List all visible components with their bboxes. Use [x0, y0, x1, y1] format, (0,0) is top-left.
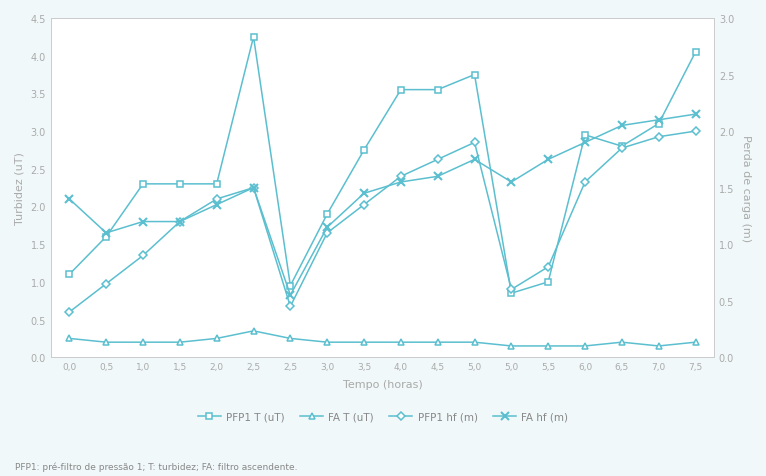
- PFP1 hf (m): [212, 197, 221, 202]
- PFP1 hf (m): [139, 253, 148, 259]
- Line: FA hf (m): FA hf (m): [65, 111, 699, 299]
- FA T (uT): [139, 339, 148, 345]
- PFP1 T (uT): [249, 35, 258, 40]
- FA T (uT): [654, 343, 663, 349]
- FA hf (m): [139, 219, 148, 225]
- Line: PFP1 hf (m): PFP1 hf (m): [67, 129, 699, 315]
- FA T (uT): [470, 339, 479, 345]
- FA hf (m): [507, 180, 516, 186]
- Y-axis label: Turbidez (uT): Turbidez (uT): [15, 152, 25, 225]
- PFP1 T (uT): [322, 212, 332, 218]
- PFP1 T (uT): [286, 283, 295, 289]
- FA T (uT): [433, 339, 442, 345]
- FA T (uT): [359, 339, 368, 345]
- PFP1 T (uT): [212, 182, 221, 188]
- PFP1 T (uT): [175, 182, 185, 188]
- PFP1 T (uT): [433, 88, 442, 93]
- Line: FA T (uT): FA T (uT): [66, 328, 699, 349]
- FA hf (m): [102, 230, 111, 236]
- PFP1 hf (m): [175, 219, 185, 225]
- PFP1 T (uT): [507, 291, 516, 297]
- Text: PFP1: pré-filtro de pressão 1; T: turbidez; FA: filtro ascendente.: PFP1: pré-filtro de pressão 1; T: turbid…: [15, 462, 298, 471]
- FA hf (m): [654, 118, 663, 123]
- FA T (uT): [212, 336, 221, 342]
- FA hf (m): [691, 112, 700, 118]
- FA T (uT): [102, 339, 111, 345]
- PFP1 T (uT): [470, 72, 479, 78]
- PFP1 hf (m): [654, 135, 663, 140]
- FA hf (m): [396, 180, 405, 186]
- FA hf (m): [581, 140, 590, 146]
- PFP1 hf (m): [65, 309, 74, 315]
- FA T (uT): [396, 339, 405, 345]
- PFP1 T (uT): [139, 182, 148, 188]
- PFP1 T (uT): [654, 121, 663, 127]
- FA T (uT): [544, 343, 553, 349]
- FA hf (m): [433, 174, 442, 180]
- PFP1 hf (m): [581, 180, 590, 186]
- FA hf (m): [322, 225, 332, 230]
- FA T (uT): [581, 343, 590, 349]
- PFP1 T (uT): [396, 88, 405, 93]
- PFP1 hf (m): [102, 281, 111, 287]
- FA T (uT): [249, 328, 258, 334]
- PFP1 hf (m): [433, 157, 442, 163]
- FA T (uT): [617, 339, 627, 345]
- FA T (uT): [286, 336, 295, 342]
- PFP1 hf (m): [617, 146, 627, 151]
- Line: PFP1 T (uT): PFP1 T (uT): [66, 35, 699, 297]
- FA hf (m): [544, 157, 553, 163]
- Y-axis label: Perda de carga (m): Perda de carga (m): [741, 135, 751, 242]
- FA T (uT): [507, 343, 516, 349]
- FA T (uT): [322, 339, 332, 345]
- FA hf (m): [249, 185, 258, 191]
- FA hf (m): [65, 197, 74, 202]
- X-axis label: Tempo (horas): Tempo (horas): [342, 380, 422, 390]
- FA hf (m): [617, 123, 627, 129]
- PFP1 T (uT): [102, 234, 111, 240]
- FA hf (m): [212, 202, 221, 208]
- PFP1 T (uT): [691, 50, 700, 56]
- PFP1 hf (m): [544, 264, 553, 270]
- PFP1 hf (m): [249, 185, 258, 191]
- PFP1 hf (m): [470, 140, 479, 146]
- PFP1 hf (m): [322, 230, 332, 236]
- FA T (uT): [175, 339, 185, 345]
- FA T (uT): [65, 336, 74, 342]
- PFP1 hf (m): [396, 174, 405, 180]
- PFP1 hf (m): [359, 202, 368, 208]
- PFP1 hf (m): [286, 304, 295, 309]
- PFP1 T (uT): [544, 279, 553, 285]
- PFP1 T (uT): [359, 148, 368, 153]
- FA hf (m): [470, 157, 479, 163]
- PFP1 T (uT): [617, 144, 627, 150]
- FA hf (m): [359, 191, 368, 197]
- PFP1 T (uT): [581, 133, 590, 139]
- FA T (uT): [691, 339, 700, 345]
- Legend: PFP1 T (uT), FA T (uT), PFP1 hf (m), FA hf (m): PFP1 T (uT), FA T (uT), PFP1 hf (m), FA …: [194, 407, 572, 426]
- PFP1 hf (m): [691, 129, 700, 135]
- PFP1 T (uT): [65, 272, 74, 278]
- PFP1 hf (m): [507, 287, 516, 293]
- FA hf (m): [286, 293, 295, 298]
- FA hf (m): [175, 219, 185, 225]
